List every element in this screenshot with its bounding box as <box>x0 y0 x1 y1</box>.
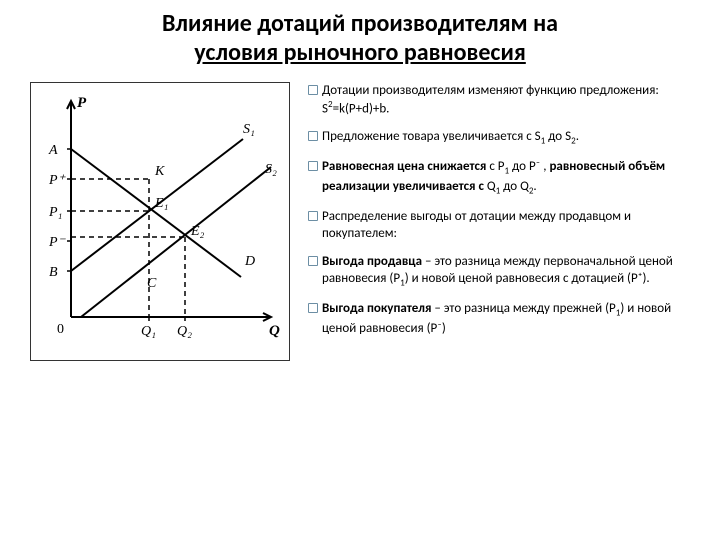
chart-frame: P Q 0 A P⁺ P₁ P⁻ B Q₁ Q₂ D S₁ S₂ K E₁ E₂ C <box>30 82 290 361</box>
svg-text:Q₁: Q₁ <box>141 324 156 339</box>
bullet-icon <box>308 256 318 266</box>
svg-text:P: P <box>77 95 87 111</box>
svg-text:P⁺: P⁺ <box>48 173 67 188</box>
svg-text:S₂: S₂ <box>265 162 277 177</box>
slide-title: Влияние дотаций производителям на услови… <box>30 10 690 68</box>
svg-text:0: 0 <box>57 322 64 337</box>
svg-text:S₁: S₁ <box>243 122 255 137</box>
svg-text:B: B <box>49 265 58 280</box>
para-2: Предложение товара увеличивается с S1 до… <box>308 128 690 148</box>
svg-text:E₁: E₁ <box>154 196 168 211</box>
para-1: Дотации производителям изменяют функцию … <box>308 82 690 118</box>
bullet-icon <box>308 85 318 95</box>
chart-column: P Q 0 A P⁺ P₁ P⁻ B Q₁ Q₂ D S₁ S₂ K E₁ E₂ C <box>30 82 290 361</box>
title-line-2: условия рыночного равновесия <box>194 38 526 67</box>
svg-text:P₁: P₁ <box>48 205 62 220</box>
para-5: Выгода продавца – это разница между перв… <box>308 253 690 290</box>
svg-text:Q: Q <box>269 323 280 339</box>
svg-text:K: K <box>154 164 165 179</box>
svg-text:C: C <box>147 276 157 291</box>
svg-text:D: D <box>244 254 255 269</box>
bullet-icon <box>308 303 318 313</box>
svg-text:E₂: E₂ <box>190 224 205 239</box>
title-line-1: Влияние дотаций производителям на <box>162 9 558 38</box>
svg-text:Q₂: Q₂ <box>177 324 192 339</box>
para-3: Равновесная цена снижается с P1 до P⁻ , … <box>308 158 690 198</box>
supply-demand-chart: P Q 0 A P⁺ P₁ P⁻ B Q₁ Q₂ D S₁ S₂ K E₁ E₂ C <box>35 87 283 351</box>
para-4: Распределение выгоды от дотации между пр… <box>308 208 690 243</box>
para-6: Выгода покупателя – это разница между пр… <box>308 300 690 337</box>
bullet-icon <box>308 211 318 221</box>
bullet-icon <box>308 161 318 171</box>
svg-text:P⁻: P⁻ <box>48 235 67 250</box>
text-column: Дотации производителям изменяют функцию … <box>308 82 690 361</box>
svg-text:A: A <box>48 143 58 158</box>
bullet-icon <box>308 131 318 141</box>
content-area: P Q 0 A P⁺ P₁ P⁻ B Q₁ Q₂ D S₁ S₂ K E₁ E₂ C Дотации произ… <box>30 82 690 361</box>
